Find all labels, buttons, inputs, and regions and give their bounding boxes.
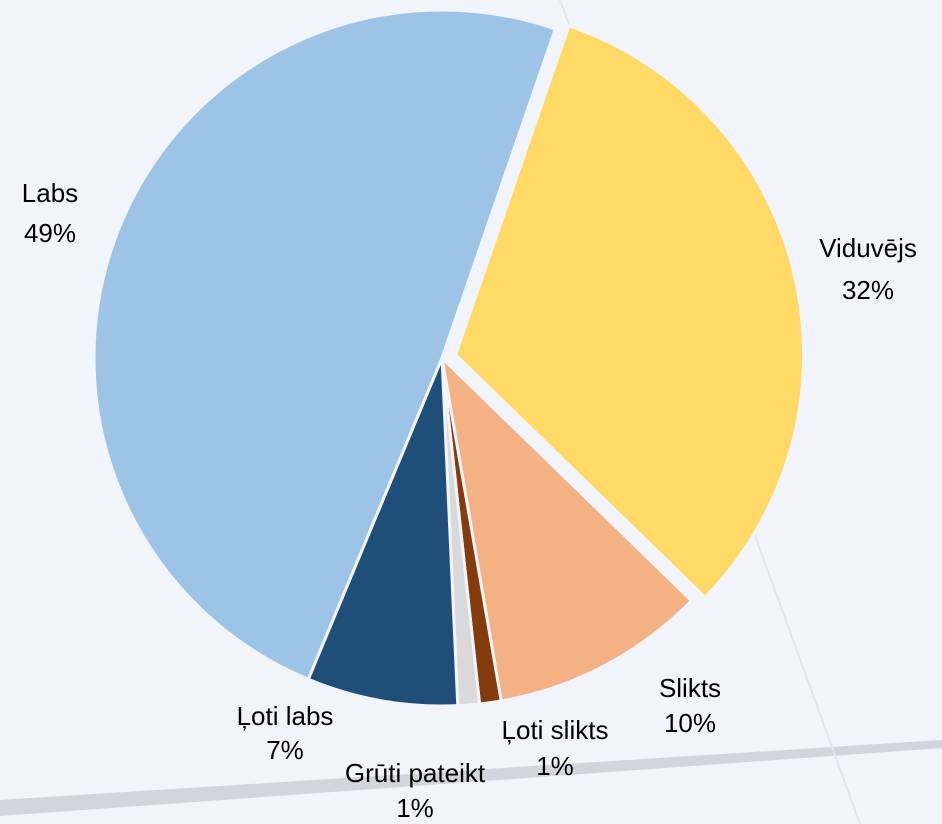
slice-label: Labs xyxy=(22,178,78,208)
value-label: 10% xyxy=(664,708,716,738)
value-label: 1% xyxy=(536,751,574,781)
slice-label: Ļoti slikts xyxy=(502,715,609,745)
slice-label: Ļoti labs xyxy=(237,701,334,731)
value-label: 7% xyxy=(266,735,304,765)
value-label: 49% xyxy=(24,218,76,248)
slice-label: Viduvējs xyxy=(819,233,917,263)
value-label: 1% xyxy=(396,793,434,823)
pie-slice xyxy=(306,356,460,708)
decoration xyxy=(0,740,942,816)
value-label: 32% xyxy=(842,275,894,305)
pie-slice xyxy=(92,8,557,681)
slice-label: Grūti pateikt xyxy=(345,758,486,788)
slice-label: Slikts xyxy=(659,673,721,703)
pie-slice xyxy=(454,24,806,599)
pie-slice xyxy=(440,356,693,703)
